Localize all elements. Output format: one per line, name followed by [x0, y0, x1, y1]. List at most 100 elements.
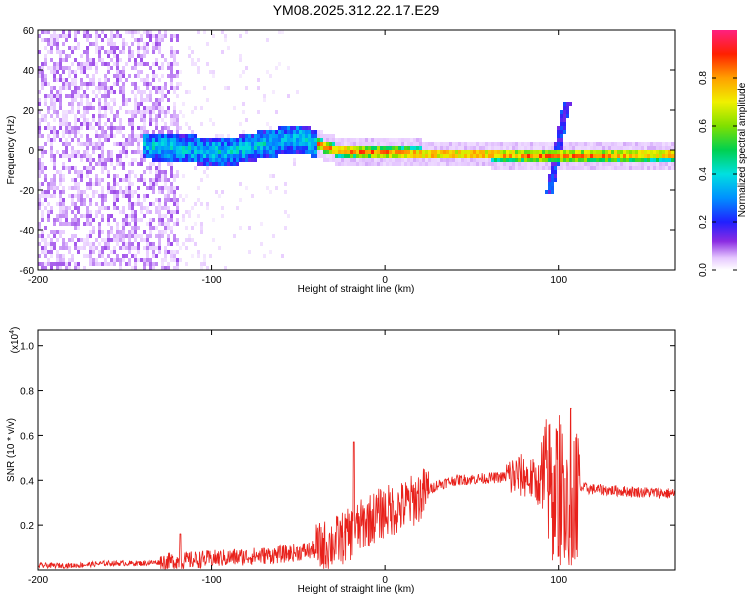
heatmap-cell [269, 74, 272, 78]
heatmap-cell [548, 146, 551, 150]
heatmap-cell [110, 186, 113, 190]
heatmap-cell [77, 198, 80, 202]
heatmap-cell [299, 142, 302, 146]
heatmap-cell [77, 86, 80, 90]
heatmap-cell [71, 194, 74, 198]
heatmap-cell [413, 162, 416, 166]
heatmap-cell [53, 38, 56, 42]
heatmap-cell [188, 158, 191, 162]
heatmap-cell [122, 70, 125, 74]
heatmap-cell [431, 142, 434, 146]
heatmap-cell [377, 154, 380, 158]
heatmap-cell [143, 182, 146, 186]
heatmap-cell [167, 186, 170, 190]
heatmap-cell [158, 198, 161, 202]
heatmap-cell [311, 146, 314, 150]
heatmap-cell [38, 166, 41, 170]
heatmap-cell [641, 146, 644, 150]
heatmap-cell [53, 106, 56, 110]
heatmap-cell [560, 142, 563, 146]
heatmap-cell [182, 146, 185, 150]
y-tick-label: 20 [23, 106, 35, 117]
heatmap-cell [41, 202, 44, 206]
heatmap-cell [437, 158, 440, 162]
heatmap-cell [170, 174, 173, 178]
heatmap-cell [281, 146, 284, 150]
heatmap-cell [62, 214, 65, 218]
heatmap-cell [542, 154, 545, 158]
heatmap-cell [266, 130, 269, 134]
heatmap-cell [161, 222, 164, 226]
heatmap-cell [158, 158, 161, 162]
heatmap-cell [116, 66, 119, 70]
heatmap-cell [128, 142, 131, 146]
heatmap-cell [191, 226, 194, 230]
heatmap-cell [428, 150, 431, 154]
heatmap-cell [149, 90, 152, 94]
heatmap-cell [662, 146, 665, 150]
heatmap-cell [176, 170, 179, 174]
heatmap-cell [167, 238, 170, 242]
y-tick-label: 0.8 [20, 387, 34, 398]
heatmap-cell [122, 222, 125, 226]
heatmap-cell [77, 118, 80, 122]
heatmap-cell [569, 166, 572, 170]
heatmap-cell [191, 50, 194, 54]
heatmap-cell [59, 194, 62, 198]
heatmap-cell [110, 154, 113, 158]
heatmap-cell [506, 150, 509, 154]
heatmap-cell [50, 102, 53, 106]
heatmap-cell [44, 82, 47, 86]
heatmap-cell [149, 30, 152, 34]
heatmap-cell [551, 178, 554, 182]
heatmap-cell [62, 190, 65, 194]
heatmap-cell [245, 134, 248, 138]
heatmap-cell [212, 138, 215, 142]
heatmap-cell [434, 162, 437, 166]
heatmap-cell [179, 194, 182, 198]
heatmap-cell [248, 158, 251, 162]
heatmap-cell [50, 90, 53, 94]
heatmap-cell [167, 146, 170, 150]
heatmap-cell [341, 162, 344, 166]
heatmap-cell [77, 246, 80, 250]
heatmap-cell [212, 122, 215, 126]
heatmap-cell [125, 242, 128, 246]
heatmap-cell [59, 214, 62, 218]
heatmap-cell [239, 122, 242, 126]
heatmap-cell [161, 178, 164, 182]
heatmap-cell [473, 142, 476, 146]
heatmap-cell [293, 130, 296, 134]
heatmap-cell [155, 62, 158, 66]
heatmap-cell [464, 150, 467, 154]
heatmap-cell [443, 142, 446, 146]
heatmap-cell [65, 214, 68, 218]
heatmap-cell [455, 146, 458, 150]
heatmap-cell [98, 46, 101, 50]
heatmap-cell [161, 262, 164, 266]
heatmap-cell [647, 154, 650, 158]
heatmap-cell [245, 66, 248, 70]
heatmap-cell [113, 186, 116, 190]
heatmap-cell [560, 162, 563, 166]
heatmap-cell [242, 138, 245, 142]
heatmap-cell [176, 158, 179, 162]
heatmap-cell [146, 154, 149, 158]
heatmap-cell [122, 102, 125, 106]
heatmap-cell [428, 142, 431, 146]
heatmap-cell [77, 226, 80, 230]
heatmap-cell [161, 230, 164, 234]
heatmap-cell [71, 238, 74, 242]
heatmap-cell [335, 158, 338, 162]
heatmap-cell [665, 154, 668, 158]
heatmap-cell [329, 142, 332, 146]
heatmap-cell [146, 46, 149, 50]
heatmap-cell [320, 130, 323, 134]
heatmap-cell [515, 150, 518, 154]
heatmap-cell [509, 162, 512, 166]
heatmap-cell [425, 142, 428, 146]
heatmap-cell [611, 162, 614, 166]
heatmap-cell [569, 162, 572, 166]
heatmap-cell [113, 54, 116, 58]
heatmap-cell [557, 126, 560, 130]
